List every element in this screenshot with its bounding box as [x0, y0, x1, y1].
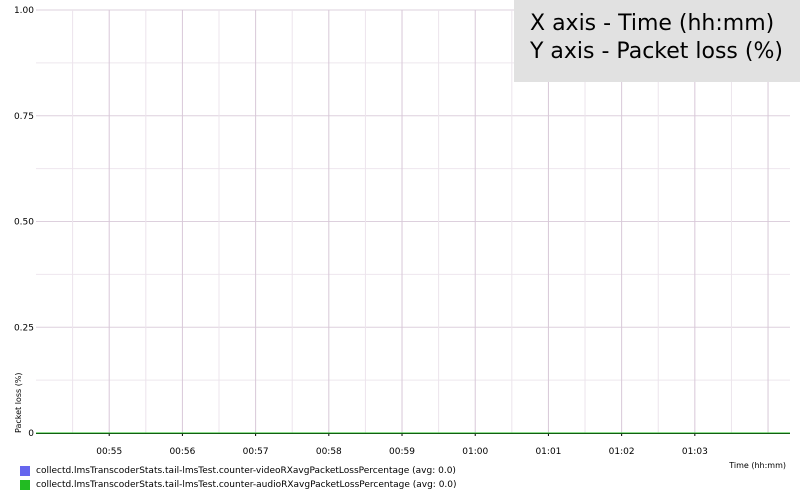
x-tick-label: 00:55	[96, 447, 122, 457]
ticks-layer: 0 0.25 0.50 0.75 1.00 00:55 00:56 00:57 00:58 00:…	[14, 6, 708, 457]
y-axis-title: Packet loss (%)	[14, 372, 23, 433]
y-tick-label: 0.25	[14, 323, 34, 333]
legend-label-audio: collectd.lmsTranscoderStats.tail-lmsTest…	[36, 480, 457, 490]
x-tick-label: 00:57	[243, 447, 269, 457]
x-tick-label: 00:58	[316, 447, 342, 457]
x-axis-title: Time (hh:mm)	[728, 461, 786, 470]
grid-layer	[36, 9, 790, 434]
y-tick-label: 0	[28, 429, 34, 439]
y-tick-label: 0.50	[14, 218, 34, 228]
chart-legend: collectd.lmsTranscoderStats.tail-lmsTest…	[20, 464, 457, 492]
overlay-x-axis-text: X axis - Time (hh:mm)	[530, 11, 775, 36]
x-tick-label: 01:00	[462, 447, 488, 457]
x-tick-label: 00:59	[389, 447, 415, 457]
legend-swatch-audio	[20, 480, 30, 490]
legend-label-video: collectd.lmsTranscoderStats.tail-lmsTest…	[36, 466, 456, 476]
legend-swatch-video	[20, 466, 30, 476]
legend-item-audio: collectd.lmsTranscoderStats.tail-lmsTest…	[20, 478, 457, 492]
legend-item-video: collectd.lmsTranscoderStats.tail-lmsTest…	[20, 464, 457, 478]
x-tick-label: 01:01	[535, 447, 561, 457]
y-tick-label: 0.75	[14, 112, 34, 122]
y-tick-label: 1.00	[14, 6, 34, 16]
x-tick-label: 01:03	[682, 447, 708, 457]
overlay-y-axis-text: Y axis - Packet loss (%)	[530, 39, 783, 64]
x-tick-label: 01:02	[609, 447, 635, 457]
x-tick-label: 00:56	[169, 447, 195, 457]
axis-info-overlay: X axis - Time (hh:mm) Y axis - Packet lo…	[514, 0, 800, 82]
